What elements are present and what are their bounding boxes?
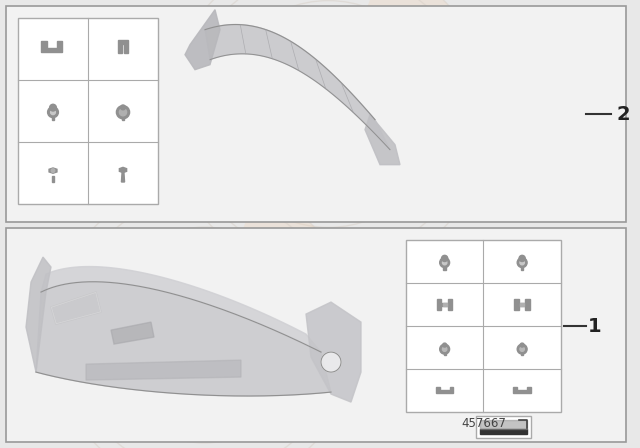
Polygon shape	[49, 168, 57, 173]
Polygon shape	[111, 322, 154, 344]
Wedge shape	[328, 38, 410, 142]
Bar	[444, 350, 445, 355]
Polygon shape	[479, 429, 527, 434]
Polygon shape	[205, 25, 390, 150]
Polygon shape	[26, 257, 51, 372]
Circle shape	[120, 108, 127, 116]
Bar	[122, 113, 124, 120]
Bar	[52, 113, 54, 120]
Wedge shape	[204, 231, 316, 373]
Circle shape	[520, 260, 524, 265]
Bar	[6, 6, 626, 222]
Circle shape	[47, 107, 58, 117]
Circle shape	[519, 255, 525, 262]
Polygon shape	[36, 282, 331, 396]
Wedge shape	[328, 0, 490, 169]
Polygon shape	[51, 292, 101, 324]
Bar	[52, 176, 54, 182]
Text: 2: 2	[616, 104, 630, 124]
Bar	[443, 302, 447, 306]
Bar	[520, 302, 524, 306]
Circle shape	[51, 110, 56, 115]
Circle shape	[50, 104, 56, 111]
Polygon shape	[41, 267, 321, 352]
Polygon shape	[42, 41, 62, 52]
Bar	[521, 263, 524, 270]
Circle shape	[517, 344, 527, 354]
Wedge shape	[328, 4, 445, 154]
Bar	[444, 263, 446, 270]
Circle shape	[321, 352, 341, 372]
Polygon shape	[118, 40, 128, 53]
Circle shape	[442, 255, 448, 262]
Circle shape	[520, 343, 524, 347]
Circle shape	[120, 105, 125, 110]
Circle shape	[517, 258, 527, 267]
Polygon shape	[437, 299, 452, 310]
Polygon shape	[122, 173, 125, 182]
Circle shape	[440, 344, 450, 354]
Text: 1: 1	[588, 316, 602, 336]
Text: 457667: 457667	[461, 417, 506, 430]
Circle shape	[51, 169, 55, 172]
Bar	[18, 18, 158, 204]
Polygon shape	[479, 420, 527, 429]
Polygon shape	[515, 299, 530, 310]
Circle shape	[116, 106, 129, 119]
Bar	[521, 350, 524, 355]
Bar	[6, 228, 626, 442]
Circle shape	[440, 258, 450, 267]
Polygon shape	[365, 115, 400, 165]
Wedge shape	[204, 190, 358, 388]
Polygon shape	[513, 387, 531, 393]
Polygon shape	[185, 10, 220, 70]
Polygon shape	[306, 302, 361, 402]
Circle shape	[520, 347, 524, 351]
Polygon shape	[86, 360, 241, 380]
Polygon shape	[51, 292, 101, 324]
Polygon shape	[436, 387, 454, 393]
Bar	[406, 240, 561, 412]
Circle shape	[443, 343, 447, 347]
Bar	[476, 416, 531, 438]
Circle shape	[442, 260, 447, 265]
Wedge shape	[204, 263, 282, 362]
Polygon shape	[120, 168, 127, 172]
Circle shape	[442, 347, 447, 351]
